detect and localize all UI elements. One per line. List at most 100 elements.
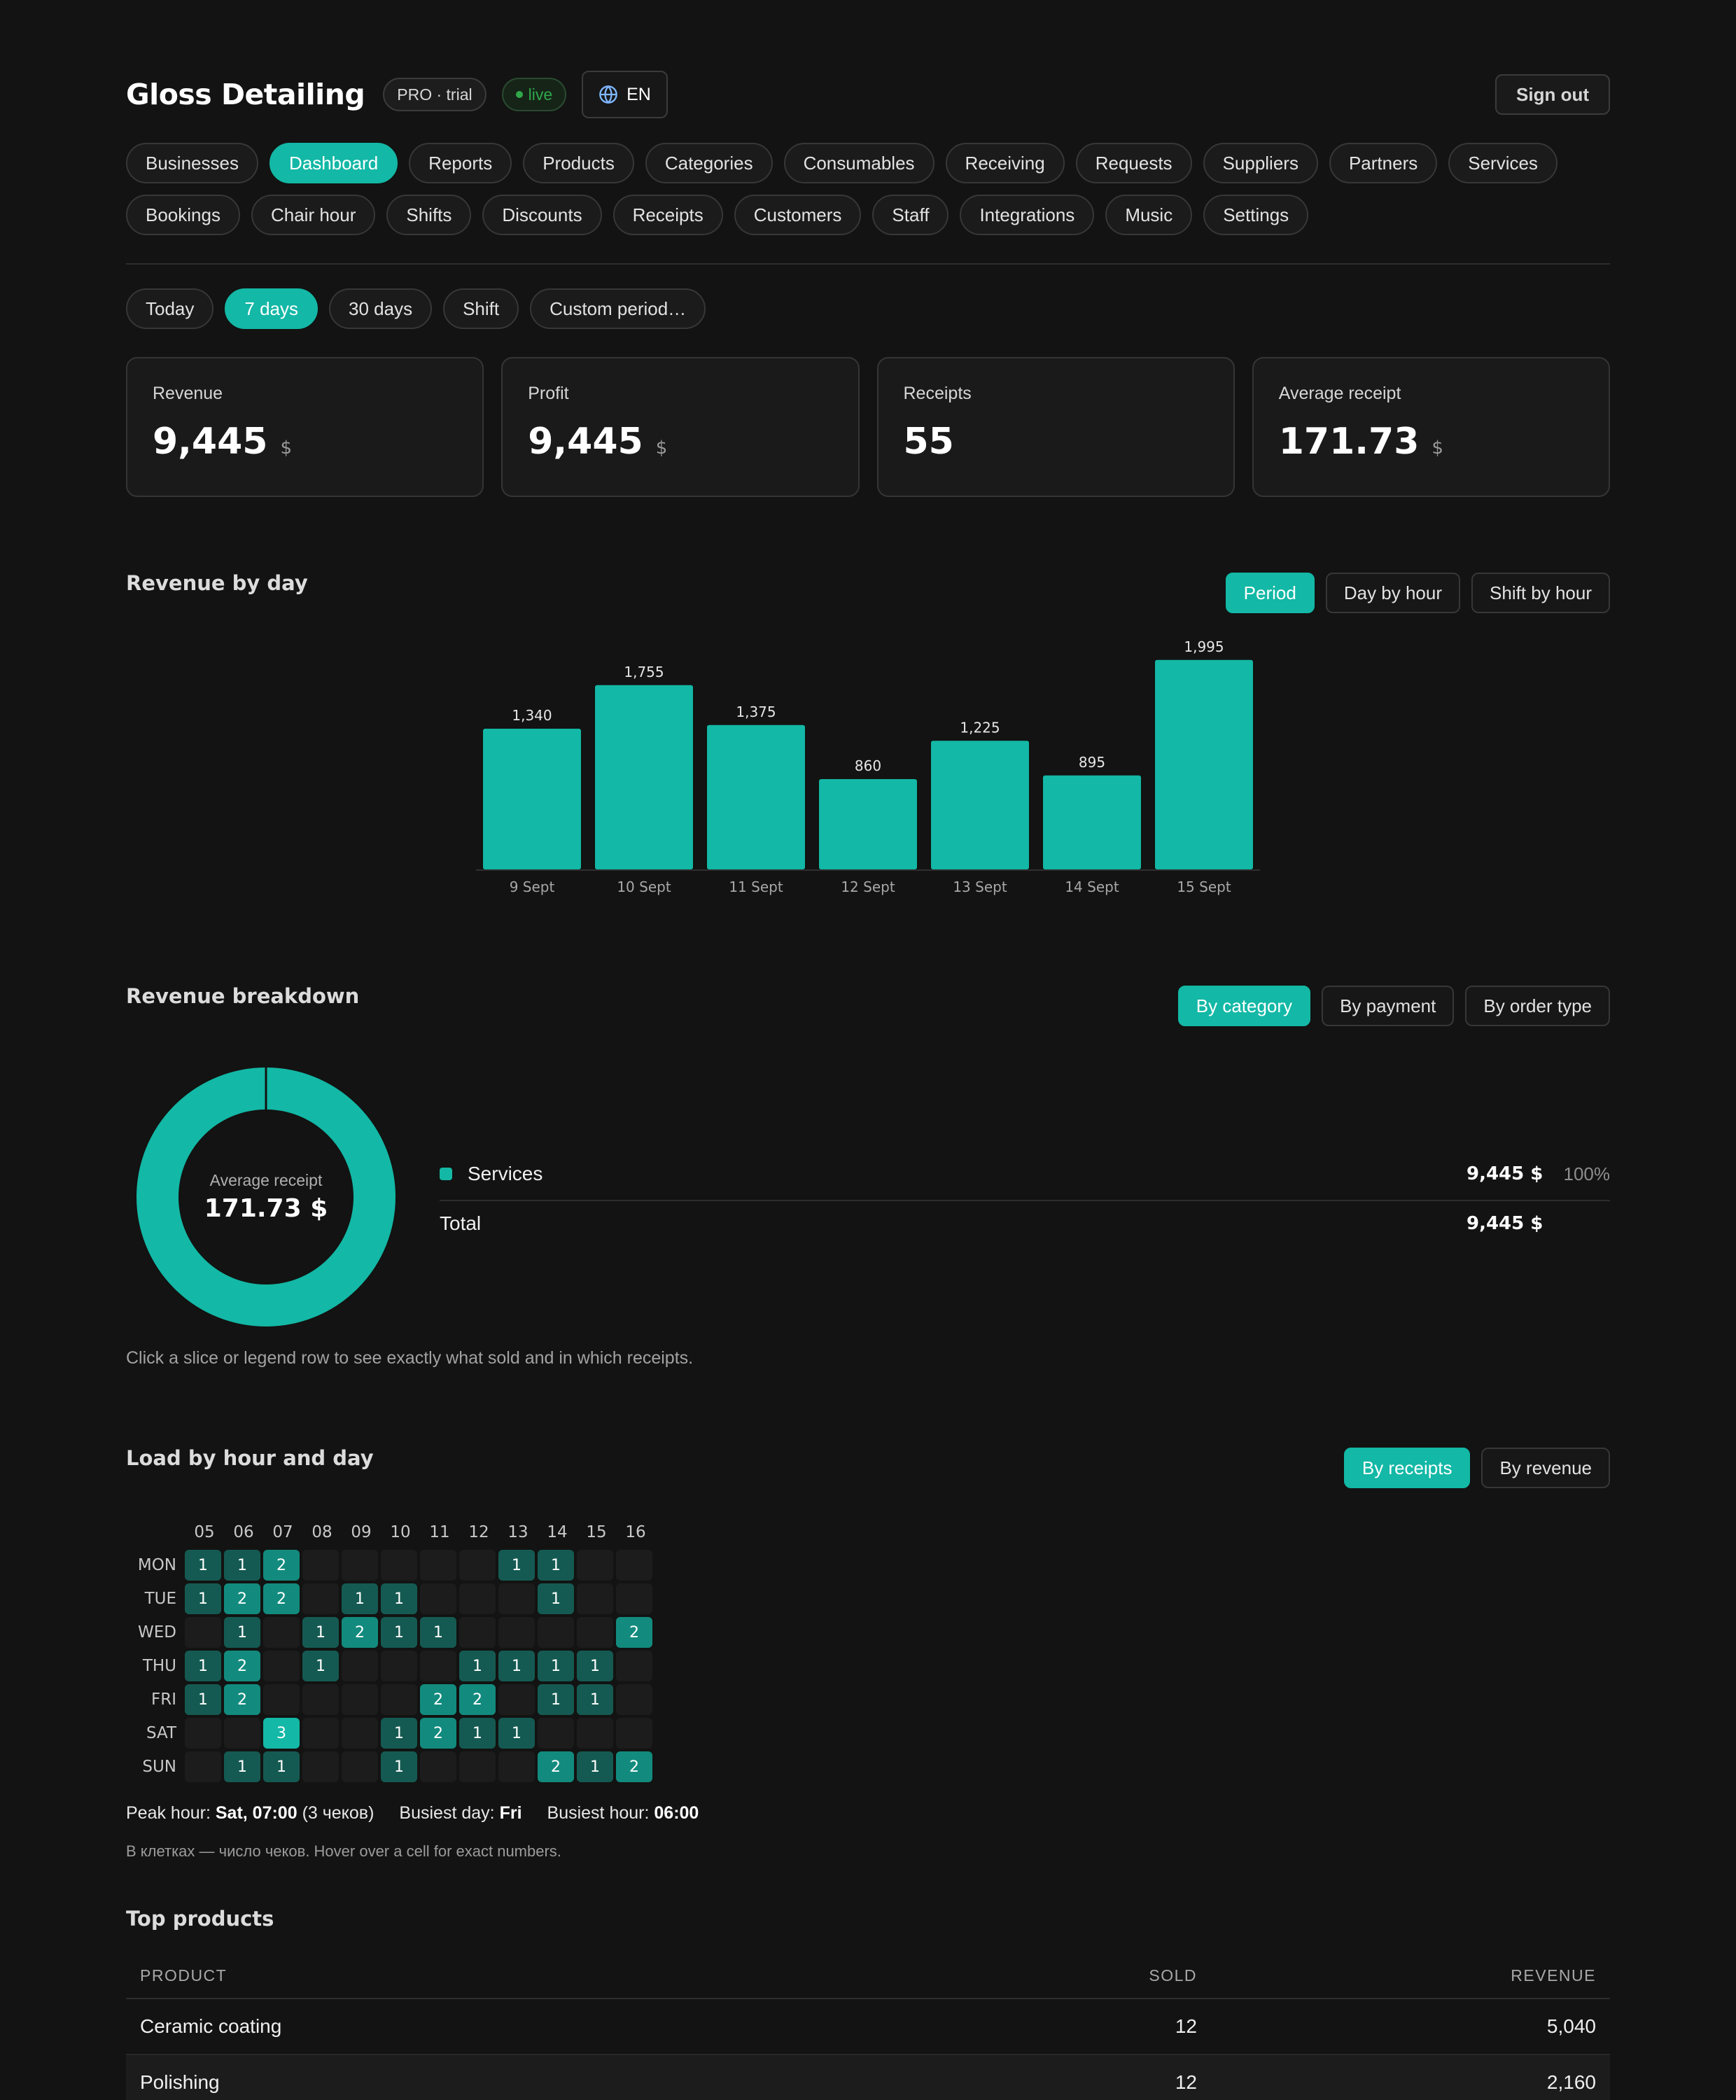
heatmap-cell[interactable]	[302, 1751, 339, 1782]
heatmap-cell[interactable]: 2	[616, 1751, 652, 1782]
period-30-days[interactable]: 30 days	[329, 288, 433, 329]
heatmap-cell[interactable]: 1	[577, 1651, 613, 1681]
mode-by-payment-button[interactable]: By payment	[1322, 986, 1455, 1026]
heatmap-cell[interactable]	[263, 1651, 300, 1681]
heatmap-cell[interactable]: 1	[538, 1583, 574, 1614]
heatmap-cell[interactable]	[459, 1583, 496, 1614]
nav-item-music[interactable]: Music	[1105, 195, 1193, 235]
heatmap-cell[interactable]	[577, 1583, 613, 1614]
heatmap-cell[interactable]: 1	[381, 1583, 417, 1614]
heatmap-cell[interactable]	[616, 1651, 652, 1681]
heatmap-cell[interactable]: 2	[616, 1617, 652, 1648]
heatmap-cell[interactable]: 2	[420, 1684, 456, 1715]
heatmap-cell[interactable]: 1	[577, 1751, 613, 1782]
heatmap-cell[interactable]: 1	[185, 1550, 221, 1581]
heatmap-cell[interactable]: 2	[420, 1718, 456, 1749]
heatmap-cell[interactable]	[342, 1550, 378, 1581]
table-row[interactable]: Ceramic coating 12 5,040	[126, 1999, 1610, 2055]
heatmap-cell[interactable]: 1	[459, 1718, 496, 1749]
nav-item-products[interactable]: Products	[523, 143, 634, 183]
heatmap-cell[interactable]: 2	[263, 1550, 300, 1581]
column-sold[interactable]: SOLD	[1149, 1966, 1197, 1984]
bar-9-sept[interactable]	[483, 729, 581, 869]
nav-item-reports[interactable]: Reports	[409, 143, 512, 183]
heatmap-cell[interactable]: 2	[224, 1651, 260, 1681]
heatmap-cell[interactable]: 2	[459, 1684, 496, 1715]
heatmap-cell[interactable]	[498, 1684, 535, 1715]
bar-15-sept[interactable]	[1155, 659, 1253, 869]
heatmap-cell[interactable]	[342, 1718, 378, 1749]
heatmap-cell[interactable]: 3	[263, 1718, 300, 1749]
heatmap-cell[interactable]: 1	[185, 1684, 221, 1715]
heatmap-cell[interactable]	[538, 1718, 574, 1749]
heatmap-cell[interactable]	[498, 1583, 535, 1614]
heatmap-cell[interactable]: 1	[224, 1751, 260, 1782]
period-today[interactable]: Today	[126, 288, 214, 329]
heatmap-cell[interactable]: 1	[498, 1550, 535, 1581]
mode-by-category-button[interactable]: By category	[1177, 986, 1311, 1026]
heatmap-cell[interactable]: 1	[538, 1550, 574, 1581]
heatmap-cell[interactable]: 1	[459, 1651, 496, 1681]
heatmap-cell[interactable]: 1	[381, 1617, 417, 1648]
mode-period-button[interactable]: Period	[1225, 573, 1315, 613]
heatmap-cell[interactable]: 1	[224, 1617, 260, 1648]
language-button[interactable]: EN	[582, 71, 668, 118]
heatmap-cell[interactable]: 2	[538, 1751, 574, 1782]
heatmap-cell[interactable]	[263, 1617, 300, 1648]
heatmap-cell[interactable]: 1	[224, 1550, 260, 1581]
nav-item-consumables[interactable]: Consumables	[783, 143, 934, 183]
heatmap-cell[interactable]	[616, 1550, 652, 1581]
heatmap-cell[interactable]	[342, 1651, 378, 1681]
nav-item-chair-hour[interactable]: Chair hour	[251, 195, 376, 235]
nav-item-categories[interactable]: Categories	[645, 143, 773, 183]
heatmap-cell[interactable]: 1	[538, 1684, 574, 1715]
heatmap-cell[interactable]: 1	[498, 1718, 535, 1749]
heatmap-cell[interactable]: 1	[381, 1718, 417, 1749]
mode-day-by-hour-button[interactable]: Day by hour	[1325, 573, 1461, 613]
heatmap-cell[interactable]: 1	[577, 1684, 613, 1715]
mode-by-order-type-button[interactable]: By order type	[1465, 986, 1610, 1026]
heatmap-cell[interactable]	[185, 1718, 221, 1749]
heatmap-cell[interactable]	[420, 1651, 456, 1681]
heatmap-cell[interactable]: 1	[185, 1651, 221, 1681]
heatmap-cell[interactable]: 1	[538, 1651, 574, 1681]
heatmap-cell[interactable]: 1	[302, 1617, 339, 1648]
nav-item-integrations[interactable]: Integrations	[960, 195, 1095, 235]
heatmap-cell[interactable]: 2	[224, 1583, 260, 1614]
heatmap-cell[interactable]	[498, 1617, 535, 1648]
period-custom-period[interactable]: Custom period…	[530, 288, 706, 329]
mode-by-receipts-button[interactable]: By receipts	[1343, 1448, 1471, 1488]
nav-item-suppliers[interactable]: Suppliers	[1203, 143, 1318, 183]
heatmap-cell[interactable]	[381, 1550, 417, 1581]
sign-out-button[interactable]: Sign out	[1495, 74, 1610, 115]
period-shift[interactable]: Shift	[443, 288, 519, 329]
column-revenue[interactable]: REVENUE	[1511, 1966, 1596, 1984]
heatmap-cell[interactable]: 2	[342, 1617, 378, 1648]
bar-14-sept[interactable]	[1043, 775, 1141, 869]
heatmap-cell[interactable]: 1	[420, 1617, 456, 1648]
heatmap-cell[interactable]	[302, 1684, 339, 1715]
heatmap-cell[interactable]	[302, 1583, 339, 1614]
column-product[interactable]: PRODUCT	[140, 1966, 227, 1984]
mode-by-revenue-button[interactable]: By revenue	[1481, 1448, 1610, 1488]
heatmap-cell[interactable]: 1	[185, 1583, 221, 1614]
heatmap-cell[interactable]	[342, 1684, 378, 1715]
heatmap-cell[interactable]	[302, 1550, 339, 1581]
heatmap-cell[interactable]	[381, 1684, 417, 1715]
heatmap-cell[interactable]	[263, 1684, 300, 1715]
heatmap-cell[interactable]: 2	[263, 1583, 300, 1614]
heatmap-cell[interactable]	[577, 1718, 613, 1749]
heatmap-cell[interactable]	[616, 1718, 652, 1749]
bar-11-sept[interactable]	[707, 724, 805, 869]
legend-row-services[interactable]: Services 9,445 $ 100%	[440, 1148, 1610, 1201]
heatmap-cell[interactable]	[459, 1751, 496, 1782]
heatmap-cell[interactable]	[185, 1617, 221, 1648]
bar-10-sept[interactable]	[595, 685, 693, 869]
heatmap-cell[interactable]	[616, 1684, 652, 1715]
nav-item-dashboard[interactable]: Dashboard	[269, 143, 398, 183]
heatmap-cell[interactable]: 1	[381, 1751, 417, 1782]
table-row[interactable]: Polishing 12 2,160	[126, 2055, 1610, 2100]
nav-item-bookings[interactable]: Bookings	[126, 195, 240, 235]
bar-12-sept[interactable]	[819, 779, 917, 869]
nav-item-discounts[interactable]: Discounts	[482, 195, 602, 235]
